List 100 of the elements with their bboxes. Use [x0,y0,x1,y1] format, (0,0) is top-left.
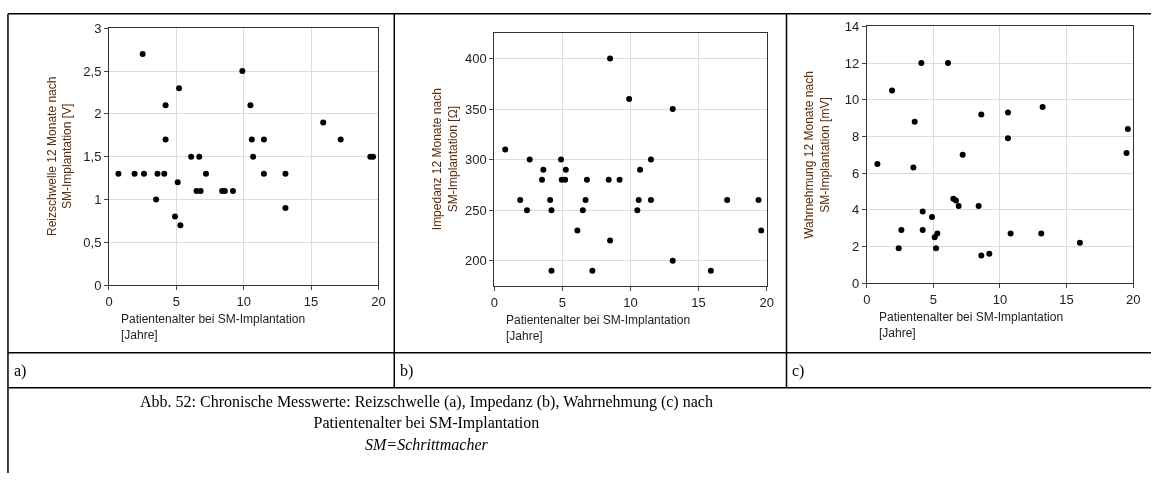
point [188,153,195,160]
point [647,156,654,163]
y-tick-label: 1,5 [83,149,102,165]
point [616,176,623,183]
y-tick-label: 10 [844,92,860,108]
x-tick-label: 15 [303,293,319,309]
x-tick-label: 15 [1059,291,1074,307]
point [162,136,169,143]
point [919,208,926,215]
point [933,245,940,252]
point [755,197,762,204]
point [282,170,289,177]
point [918,60,925,67]
text: b) [400,362,414,380]
x-tick-label: 5 [172,293,180,309]
y-tick-label: 0 [94,277,102,293]
y-tick-label: 0 [851,275,860,291]
x-tick-label: 0 [105,293,113,309]
point [707,267,714,274]
x-tick-label: 5 [929,291,937,307]
point [955,203,962,210]
y-tick-label: 8 [851,128,860,144]
x-axis-title: Patientenalter bei SM-Implantation [Jahre] [506,313,691,343]
point [176,85,183,92]
y-tick-label: 3 [94,20,102,36]
y-tick-label: 12 [844,55,860,71]
x-tick-label: 5 [558,294,567,310]
point [758,227,765,234]
text: a) [14,362,27,380]
point [1004,109,1011,116]
point [574,227,581,234]
y-tick-label: 300 [465,152,487,168]
x-tick-label: 20 [1125,291,1141,307]
x-tick-label: 10 [992,291,1008,307]
point [131,170,138,177]
point [502,146,509,153]
y-tick-label: 0,5 [83,234,102,250]
point [154,170,161,177]
point [177,222,184,229]
point [647,197,654,204]
point [978,111,985,118]
point [1124,126,1131,133]
x-tick-label: 15 [691,294,706,310]
x-axis-title: Patientenalter bei SM-Implantation [Jahre] [121,312,306,342]
x-tick-label: 20 [759,294,774,310]
text: c) [792,362,805,380]
y-tick-label: 400 [465,51,487,66]
y-tick-label: 2 [94,106,102,122]
caption: Abb. 52: Chronische Messwerte: Reizschwelle (a), Impedanz (b), Wahrnehmung (c) nach Patientenalter bei SM-Implantation [140,393,713,432]
y-tick-label: 2,5 [83,63,102,79]
point [1123,149,1130,156]
point [562,176,569,183]
point [260,170,267,177]
point [260,136,267,143]
point [197,187,204,194]
point [202,170,209,177]
y-axis-title: Impedanz 12 Monate nach SM-Implantation [Ω] [430,88,460,231]
y-tick-label: 6 [851,165,860,181]
point [724,197,731,204]
point [626,95,633,102]
y-tick-label: 350 [465,101,487,117]
point [669,257,676,264]
point [538,176,545,183]
y-tick-label: 1 [94,192,102,208]
point [975,203,982,210]
point [889,87,896,94]
point [895,245,902,252]
y-axis-title: Reizschwelle 12 Monate nach SM-Implantation [V] [44,76,75,236]
point [153,196,160,203]
point [634,207,641,214]
point [239,68,246,75]
point [526,156,533,163]
point [162,102,169,109]
point [174,179,181,186]
point [540,166,547,173]
point [986,250,993,257]
y-tick-label: 2 [851,238,860,254]
point [517,197,524,204]
point [229,187,236,194]
point [874,160,881,167]
point [250,153,257,160]
point [248,136,255,143]
point [548,207,555,214]
point [115,170,122,177]
point [898,226,905,233]
point [547,197,554,204]
point [337,136,344,143]
point [583,176,590,183]
point [605,176,612,183]
y-tick-label: 14 [844,18,860,34]
x-tick-label: 0 [863,291,871,307]
text: SM=Schrittmacher [365,436,489,453]
point [945,60,952,67]
point [635,197,642,204]
point [579,207,586,214]
point [929,214,936,221]
point [161,170,168,177]
point [172,213,178,220]
x-tick-label: 0 [490,294,498,310]
y-axis-title: Wahrnehmung 12 Monate nach SM-Implantation [mV] [802,71,832,239]
